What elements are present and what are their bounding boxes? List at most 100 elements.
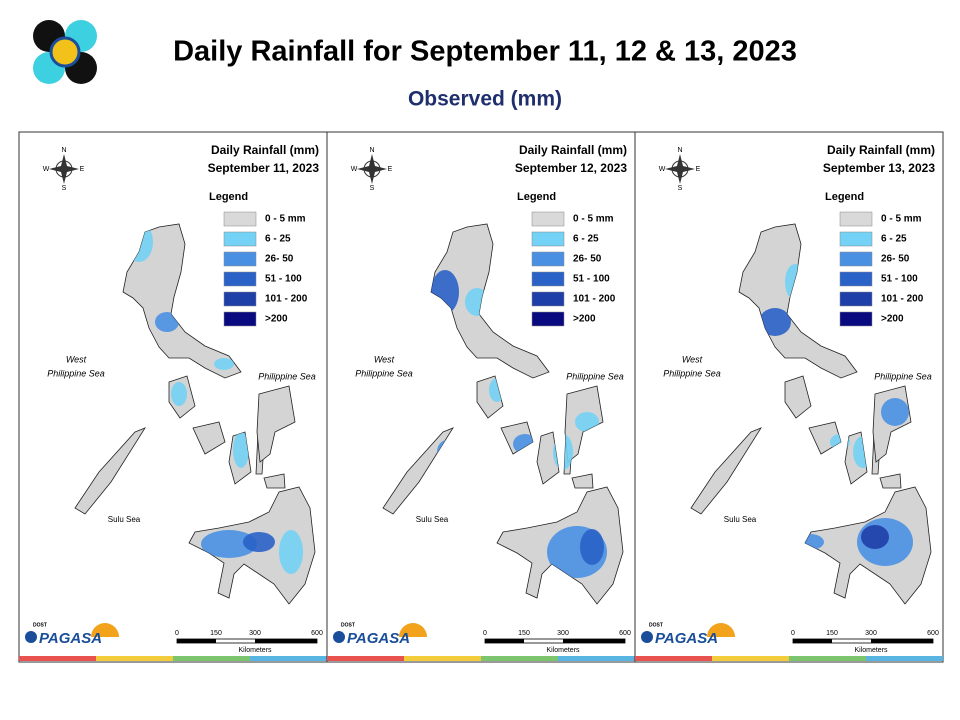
sea-label: Philippine Sea	[258, 371, 316, 381]
legend-swatch	[223, 231, 257, 247]
island	[192, 421, 226, 455]
logo-agency: DOST	[341, 622, 355, 628]
island	[263, 473, 286, 489]
island	[256, 385, 296, 463]
panel-date: September 12, 2023	[515, 161, 627, 175]
legend-label: 51 - 100	[881, 274, 918, 285]
legend-swatch	[531, 211, 565, 227]
legend-swatch	[223, 271, 257, 287]
compass-e: E	[696, 166, 701, 173]
panel-date: September 13, 2023	[823, 161, 935, 175]
legend-label: 26- 50	[881, 254, 910, 265]
color-strip	[481, 656, 558, 661]
scale-tick: 300	[249, 630, 261, 637]
color-strip	[789, 656, 866, 661]
sea-label: Sulu Sea	[108, 515, 141, 524]
scale-seg	[793, 639, 832, 643]
rain-area	[575, 412, 599, 432]
title: Daily Rainfall for September 11, 12 & 13…	[173, 36, 797, 68]
island	[879, 473, 902, 489]
logo-center	[49, 36, 81, 68]
logo-name: PAGASA	[39, 630, 102, 647]
logo-umbrella	[399, 623, 427, 637]
rain-area	[214, 358, 234, 370]
island	[74, 427, 146, 515]
compass-n: N	[677, 147, 682, 154]
header-logo	[33, 20, 97, 84]
color-strip	[173, 656, 250, 661]
rain-area	[881, 398, 909, 426]
sea-label: West	[682, 354, 703, 364]
legend-swatch	[531, 231, 565, 247]
compass-s: S	[370, 185, 375, 192]
map-panel: Daily Rainfall (mm) September 11, 2023 Leg…	[18, 131, 328, 663]
legend-swatch	[223, 291, 257, 307]
legend-label: 0 - 5 mm	[265, 214, 306, 225]
compass-e: E	[80, 166, 85, 173]
color-strip	[19, 656, 96, 661]
scale-tick: 0	[175, 630, 179, 637]
rain-area	[759, 308, 791, 336]
color-strip	[558, 656, 635, 661]
subtitle: Observed (mm)	[408, 88, 562, 111]
scale-tick: 0	[483, 630, 487, 637]
sea-label: Sulu Sea	[416, 515, 449, 524]
logo-umbrella	[91, 623, 119, 637]
logo-mark	[641, 631, 653, 643]
legend-swatch	[839, 291, 873, 307]
color-strip	[635, 656, 712, 661]
legend-label: 26- 50	[573, 254, 602, 265]
legend-label: >200	[573, 314, 596, 325]
sea-label: Philippine Sea	[355, 368, 413, 378]
map-panel: Daily Rainfall (mm) September 12, 2023 Leg…	[326, 131, 636, 663]
compass-w: W	[43, 166, 50, 173]
island	[122, 223, 242, 379]
compass-w: W	[351, 166, 358, 173]
rain-area	[580, 529, 604, 565]
scale-unit: Kilometers	[854, 647, 888, 654]
scale-tick: 600	[311, 630, 323, 637]
scale-tick: 0	[791, 630, 795, 637]
color-strip	[866, 656, 943, 661]
color-strip	[712, 656, 789, 661]
scale-tick: 150	[210, 630, 222, 637]
scale-seg	[563, 639, 625, 643]
logo-name: PAGASA	[655, 630, 718, 647]
logo-agency: DOST	[649, 622, 663, 628]
island	[571, 473, 594, 489]
legend-swatch	[531, 271, 565, 287]
scale-tick: 150	[826, 630, 838, 637]
panel-title: Daily Rainfall (mm)	[211, 143, 319, 157]
scale-seg	[485, 639, 524, 643]
sea-label: Philippine Sea	[663, 368, 721, 378]
rain-area	[171, 382, 187, 406]
legend-label: 101 - 200	[573, 294, 616, 305]
scale-tick: 300	[865, 630, 877, 637]
compass-star	[665, 154, 695, 184]
island	[784, 375, 812, 419]
legend-label: 101 - 200	[881, 294, 924, 305]
legend-label: >200	[265, 314, 288, 325]
compass-w: W	[659, 166, 666, 173]
scale-unit: Kilometers	[546, 647, 580, 654]
color-strip	[327, 656, 404, 661]
legend-swatch	[839, 231, 873, 247]
legend-label: 6 - 25	[265, 234, 291, 245]
scale-tick: 600	[619, 630, 631, 637]
legend-swatch	[839, 211, 873, 227]
legend-title: Legend	[209, 191, 248, 203]
legend-swatch	[531, 291, 565, 307]
rain-area	[201, 530, 257, 558]
logo-name: PAGASA	[347, 630, 410, 647]
legend-swatch	[531, 311, 565, 327]
legend-label: 6 - 25	[881, 234, 907, 245]
legend-title: Legend	[825, 191, 864, 203]
legend-swatch	[839, 311, 873, 327]
sea-label: Philippine Sea	[47, 368, 105, 378]
scale-unit: Kilometers	[238, 647, 272, 654]
legend-label: 101 - 200	[265, 294, 308, 305]
island	[536, 431, 560, 485]
logo-umbrella	[707, 623, 735, 637]
legend-label: 0 - 5 mm	[573, 214, 614, 225]
legend-swatch	[839, 271, 873, 287]
